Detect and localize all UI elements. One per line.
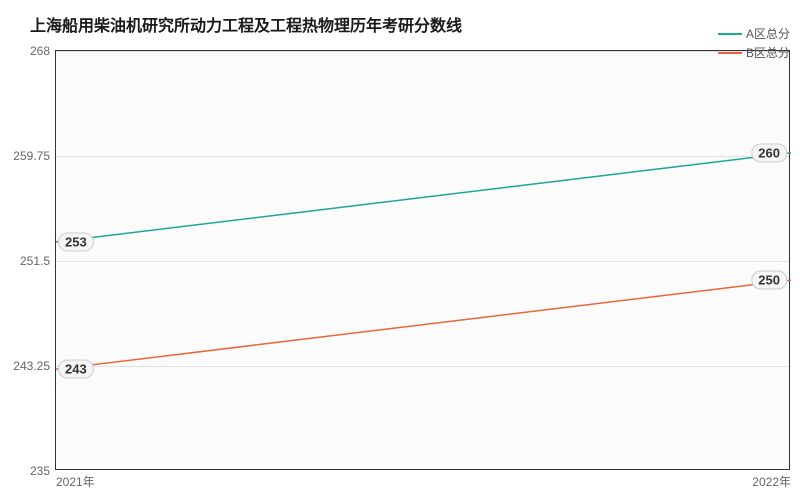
gridline	[56, 261, 789, 262]
y-tick-label: 268	[30, 44, 56, 58]
series-line	[56, 153, 791, 242]
legend-swatch	[718, 33, 742, 35]
series-line	[56, 280, 791, 369]
plot-area: 235243.25251.5259.752682021年2022年2532602…	[55, 50, 790, 470]
x-tick-label: 2022年	[752, 469, 791, 490]
value-callout: 243	[58, 360, 94, 379]
y-tick-label: 259.75	[13, 149, 56, 163]
y-tick-label: 251.5	[20, 254, 56, 268]
gridline	[56, 51, 789, 52]
value-callout: 253	[58, 232, 94, 251]
legend-swatch	[718, 52, 742, 54]
value-callout: 260	[751, 143, 787, 162]
chart-title: 上海船用柴油机研究所动力工程及工程热物理历年考研分数线	[30, 12, 462, 36]
legend-label: B区总分	[746, 44, 790, 61]
x-tick-label: 2021年	[56, 469, 95, 490]
legend: A区总分 B区总分	[718, 25, 790, 63]
value-callout: 250	[751, 271, 787, 290]
y-tick-label: 243.25	[13, 359, 56, 373]
legend-item: B区总分	[718, 44, 790, 61]
legend-item: A区总分	[718, 25, 790, 42]
legend-label: A区总分	[746, 25, 790, 42]
chart-container: 上海船用柴油机研究所动力工程及工程热物理历年考研分数线 235 243.25 251…	[0, 0, 800, 500]
gridline	[56, 156, 789, 157]
gridline	[56, 366, 789, 367]
y-tick-label: 235	[30, 464, 56, 478]
